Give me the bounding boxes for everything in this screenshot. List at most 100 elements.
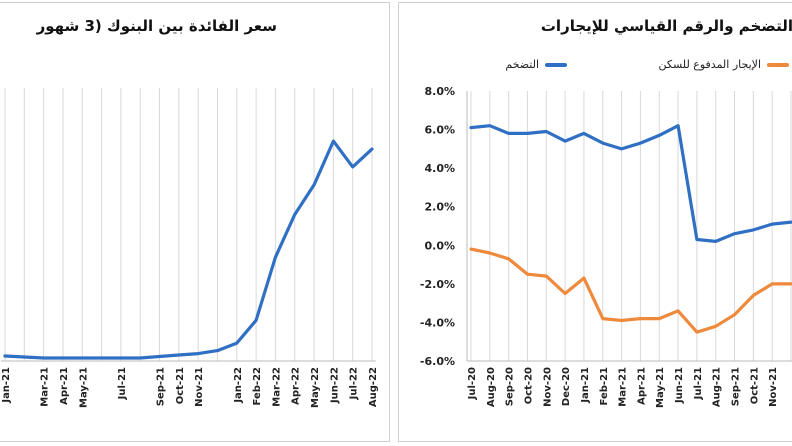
x-tick-label: Sep-20: [505, 367, 516, 406]
data-point: [158, 355, 161, 358]
data-point: [370, 147, 374, 151]
x-tick-label: Oct-20: [523, 367, 534, 404]
x-tick-label: Mar-22: [271, 367, 282, 407]
data-point: [789, 220, 792, 224]
data-point: [177, 353, 181, 357]
x-tick-label: Jul-21: [693, 367, 704, 400]
data-point: [469, 126, 473, 129]
x-tick-label: Jan-21: [580, 367, 591, 404]
x-tick-label: Sep-21: [156, 367, 167, 406]
y-tick-label: 2.0%: [424, 201, 455, 214]
data-point: [274, 256, 277, 259]
x-tick-label: May-22: [310, 367, 321, 408]
data-point: [714, 325, 717, 328]
data-point: [235, 341, 238, 345]
data-point: [620, 147, 623, 151]
data-point: [601, 141, 604, 145]
data-point: [639, 317, 642, 320]
data-point: [695, 238, 699, 241]
data-point: [507, 257, 510, 260]
data-point: [601, 317, 604, 320]
x-tick-label: Apr-21: [59, 367, 70, 405]
x-tick-label: Jul-20: [467, 367, 478, 400]
data-point: [81, 356, 84, 360]
legend-inflation: التضخم: [505, 58, 567, 71]
series-line-0: [469, 124, 792, 243]
data-point: [733, 313, 736, 316]
data-point: [488, 124, 492, 127]
x-tick-label: May-21: [655, 367, 666, 408]
data-point: [695, 330, 699, 334]
data-point: [488, 251, 492, 255]
y-tick-label: -6.0%: [420, 355, 455, 368]
x-tick-label: Jan-21: [1, 367, 12, 404]
data-point: [676, 309, 680, 313]
legend-rent-swatch: [767, 62, 789, 67]
interbank-rate-chart-panel: سعر الفائدة بين البنوك (3 شهور Jan-21 Mar…: [0, 2, 390, 442]
x-tick-label: Oct-21: [749, 367, 760, 404]
inflation-rent-chart-plot: 8.0% 6.0% 4.0% 2.0% 0.0% -2.0% -4.0% -6.0% Jul-2…: [420, 85, 792, 408]
data-point: [789, 282, 792, 286]
data-point: [620, 319, 623, 322]
data-point: [545, 130, 548, 133]
data-point: [752, 294, 755, 297]
data-point: [351, 165, 354, 169]
x-tick-label: Jan-22: [233, 367, 244, 404]
legend-inflation-swatch: [545, 62, 567, 67]
data-point: [100, 356, 103, 360]
inflation-rent-chart-panel: التضخم والرقم القياسي للإيجارات الإيجار …: [398, 2, 792, 442]
data-point: [676, 124, 680, 127]
x-tick-label: Mar-21: [40, 367, 51, 407]
y-tick-label: 6.0%: [424, 124, 455, 137]
data-point: [582, 132, 586, 135]
data-point: [582, 276, 586, 280]
x-tick-label: Jul-21: [117, 367, 128, 400]
x-tick-label: Oct-21: [175, 367, 186, 404]
y-tick-label: 4.0%: [424, 162, 455, 175]
data-point: [714, 240, 717, 243]
data-point: [545, 274, 548, 278]
x-tick-label: Aug-21: [712, 367, 723, 407]
data-point: [526, 132, 529, 135]
data-point: [752, 228, 755, 232]
x-tick-label: Aug-22: [368, 367, 379, 407]
data-point: [3, 354, 7, 358]
x-tick-label: Nov-21: [194, 367, 205, 407]
data-point: [139, 356, 142, 360]
x-tick-label: May-21: [78, 367, 89, 408]
data-point: [119, 356, 123, 360]
x-tick-label: Feb-21: [599, 367, 610, 405]
x-tick-label: Nov-21: [768, 367, 779, 407]
data-point: [23, 355, 26, 359]
series-line-1: [469, 247, 792, 334]
y-tick-label: -2.0%: [420, 278, 455, 291]
data-point: [658, 317, 661, 320]
x-tick-label: Feb-22: [252, 367, 263, 405]
data-point: [42, 356, 45, 360]
x-tick-label: Jul-22: [349, 367, 360, 400]
data-point: [658, 134, 661, 137]
data-point: [254, 319, 258, 322]
legend-rent-label: الإيجار المدفوع للسكن: [658, 58, 761, 71]
data-point: [526, 273, 529, 276]
y-tick-label: 8.0%: [424, 85, 455, 98]
data-point: [332, 139, 335, 143]
data-point: [733, 232, 736, 235]
x-tick-label: Apr-21: [636, 367, 647, 405]
inflation-rent-chart-title: التضخم والرقم القياسي للإيجارات: [540, 17, 792, 35]
x-tick-label: Jun-22: [329, 367, 340, 404]
x-tick-label: Apr-22: [291, 367, 302, 405]
data-point: [563, 139, 567, 143]
data-point: [469, 247, 473, 251]
interbank-rate-chart-plot: Jan-21 Mar-21 Apr-21 May-21 Jul-21 Sep-21 Oct-…: [1, 88, 379, 408]
data-point: [639, 141, 642, 145]
x-tick-label: Aug-20: [486, 367, 497, 407]
data-point: [312, 183, 316, 186]
x-tick-label: Sep-21: [731, 367, 742, 406]
x-tick-label: Jun-21: [674, 367, 685, 404]
data-point: [216, 349, 219, 352]
interbank-rate-chart-title: سعر الفائدة بين البنوك (3 شهور: [36, 17, 277, 35]
legend-rent: الإيجار المدفوع للسكن: [659, 58, 789, 71]
data-point: [507, 132, 510, 135]
data-point: [61, 356, 65, 360]
